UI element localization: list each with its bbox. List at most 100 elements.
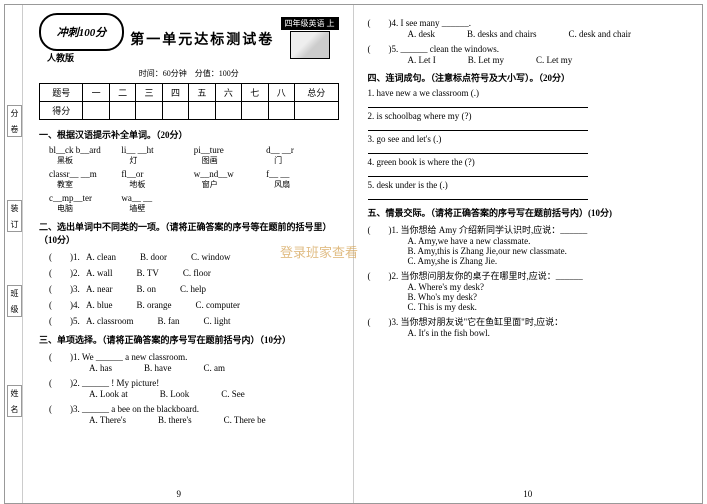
option: A. classroom: [86, 316, 134, 326]
option: C. There be: [224, 415, 266, 425]
score-cell: [109, 102, 135, 120]
question-item: ( )1. 当你想给 Amy 介绍新同学认识时,应说：______A. Amy,…: [368, 223, 689, 266]
option: A. Where's my desk?: [408, 282, 689, 292]
section-4-title: 四、连词成句。（注意标点符号及大小写）。（20分）: [368, 71, 689, 84]
fill-en: bl__ck b__ard: [49, 145, 121, 155]
fill-en: pi__ture: [194, 145, 266, 155]
score-header-cell: 七: [242, 84, 268, 102]
option: A. has: [89, 363, 112, 373]
score-header-cell: 三: [136, 84, 162, 102]
option: B. fan: [158, 316, 180, 326]
fill-en: d__ __r: [266, 145, 338, 155]
question-item: ( )2. 当你想问朋友你的桌子在哪里时,应说：______A. Where's…: [368, 269, 689, 312]
section-2-title: 二、选出单词中不同类的一项。（请将正确答案的序号等在题前的括号里）（10分）: [39, 220, 339, 246]
question-item: ( )5. ______ clean the windows.A. Let IB…: [368, 42, 689, 65]
answer-blank[interactable]: [368, 144, 588, 154]
fill-cn: 电脑: [57, 203, 121, 214]
fill-en: f__ __: [266, 169, 338, 179]
option: B. desks and chairs: [467, 29, 537, 39]
score-header-cell: 四: [162, 84, 188, 102]
score-table: 题号一二三四五六七八总分 得分: [39, 83, 339, 120]
answer-blank[interactable]: [368, 98, 588, 108]
fill-cn: 灯: [129, 155, 193, 166]
fill-en: wa__ __: [121, 193, 193, 203]
time-info: 时间：60分钟 分值：100分: [39, 68, 339, 79]
score-header-cell: 六: [215, 84, 241, 102]
option: B. Look: [160, 389, 190, 399]
option: C. light: [204, 316, 231, 326]
option: B. Let my: [468, 55, 504, 65]
answer-blank[interactable]: [368, 167, 588, 177]
option: A. wall: [86, 268, 113, 278]
score-cell: [242, 102, 268, 120]
option: B. door: [140, 252, 167, 262]
fill-cn: 窗户: [202, 179, 266, 190]
sentence-scramble: 3. go see and let's (.): [368, 134, 689, 144]
section-1-title: 一、根据汉语提示补全单词。（20分）: [39, 128, 339, 141]
fill-en: li__ __ht: [121, 145, 193, 155]
option: C. desk and chair: [569, 29, 631, 39]
question-item: ( )3. A. nearB. onC. help: [49, 282, 339, 295]
margin-tab: 班 级: [7, 285, 22, 317]
option: A. clean: [86, 252, 116, 262]
option: A. It's in the fish bowl.: [408, 328, 689, 338]
option: B. TV: [137, 268, 159, 278]
option: A. desk: [408, 29, 436, 39]
fill-cn: 黑板: [57, 155, 121, 166]
question-item: ( )2. ______ ! My picture!A. Look atB. L…: [49, 376, 339, 399]
option: A. Let I: [408, 55, 436, 65]
option: C. am: [204, 363, 226, 373]
section-5-title: 五、情景交际。（请将正确答案的序号写在题前括号内）(10分): [368, 206, 689, 219]
answer-blank[interactable]: [368, 190, 588, 200]
badge-image: [290, 31, 330, 59]
option: B. Who's my desk?: [408, 292, 689, 302]
margin-tab: 姓 名: [7, 385, 22, 417]
option: C. window: [191, 252, 231, 262]
score-cell: [294, 102, 338, 120]
score-header-cell: 八: [268, 84, 294, 102]
score-cell: [83, 102, 109, 120]
fill-en: fl__or: [121, 169, 193, 179]
option: A. Look at: [89, 389, 128, 399]
option: C. Let my: [536, 55, 572, 65]
fill-cn: 图画: [202, 155, 266, 166]
option: B. on: [137, 284, 157, 294]
fill-cn: 教室: [57, 179, 121, 190]
option: C. computer: [196, 300, 241, 310]
score-cell: [268, 102, 294, 120]
question-item: ( )1. We ______ a new classroom.A. hasB.…: [49, 350, 339, 373]
grade-label: 四年级英语 上: [281, 17, 339, 30]
question-item: ( )3. ______ a bee on the blackboard.A. …: [49, 402, 339, 425]
option: C. See: [221, 389, 245, 399]
question-item: ( )3. 当你想对朋友说"它在鱼缸里面"时,应说：A. It's in the…: [368, 315, 689, 338]
fill-en: classr__ __m: [49, 169, 121, 179]
question-item: ( )5. A. classroomB. fanC. light: [49, 314, 339, 327]
score-cell: [162, 102, 188, 120]
question-item: ( )4. A. blueB. orangeC. computer: [49, 298, 339, 311]
option: A. There's: [89, 415, 126, 425]
score-header-cell: 二: [109, 84, 135, 102]
fill-cn: 风扇: [274, 179, 338, 190]
fill-en: c__mp__ter: [49, 193, 121, 203]
section-3-title: 三、单项选择。（请将正确答案的序号写在题前括号内）（10分）: [39, 333, 339, 346]
score-header-cell: 一: [83, 84, 109, 102]
answer-blank[interactable]: [368, 121, 588, 131]
fill-en: w__nd__w: [194, 169, 266, 179]
fill-cn: 墙壁: [129, 203, 193, 214]
sentence-scramble: 4. green book is where the (?): [368, 157, 689, 167]
question-item: ( )2. A. wallB. TVC. floor: [49, 266, 339, 279]
margin-tab: 分 卷: [7, 105, 22, 137]
page-number-left: 9: [177, 489, 182, 499]
exam-title: 第一单元达标测试卷: [130, 29, 275, 49]
version-label: 人教版: [47, 51, 124, 64]
fill-cn: 地板: [129, 179, 193, 190]
question-item: ( )4. I see many ______.A. deskB. desks …: [368, 16, 689, 39]
question-item: ( )1. A. cleanB. doorC. window: [49, 250, 339, 263]
option: C. This is my desk.: [408, 302, 689, 312]
option: B. there's: [158, 415, 192, 425]
option: C. Amy,she is Zhang Jie.: [408, 256, 689, 266]
option: A. blue: [86, 300, 113, 310]
option: C. floor: [183, 268, 211, 278]
score-cell: 得分: [40, 102, 83, 120]
margin-tab: 装 订: [7, 200, 22, 232]
